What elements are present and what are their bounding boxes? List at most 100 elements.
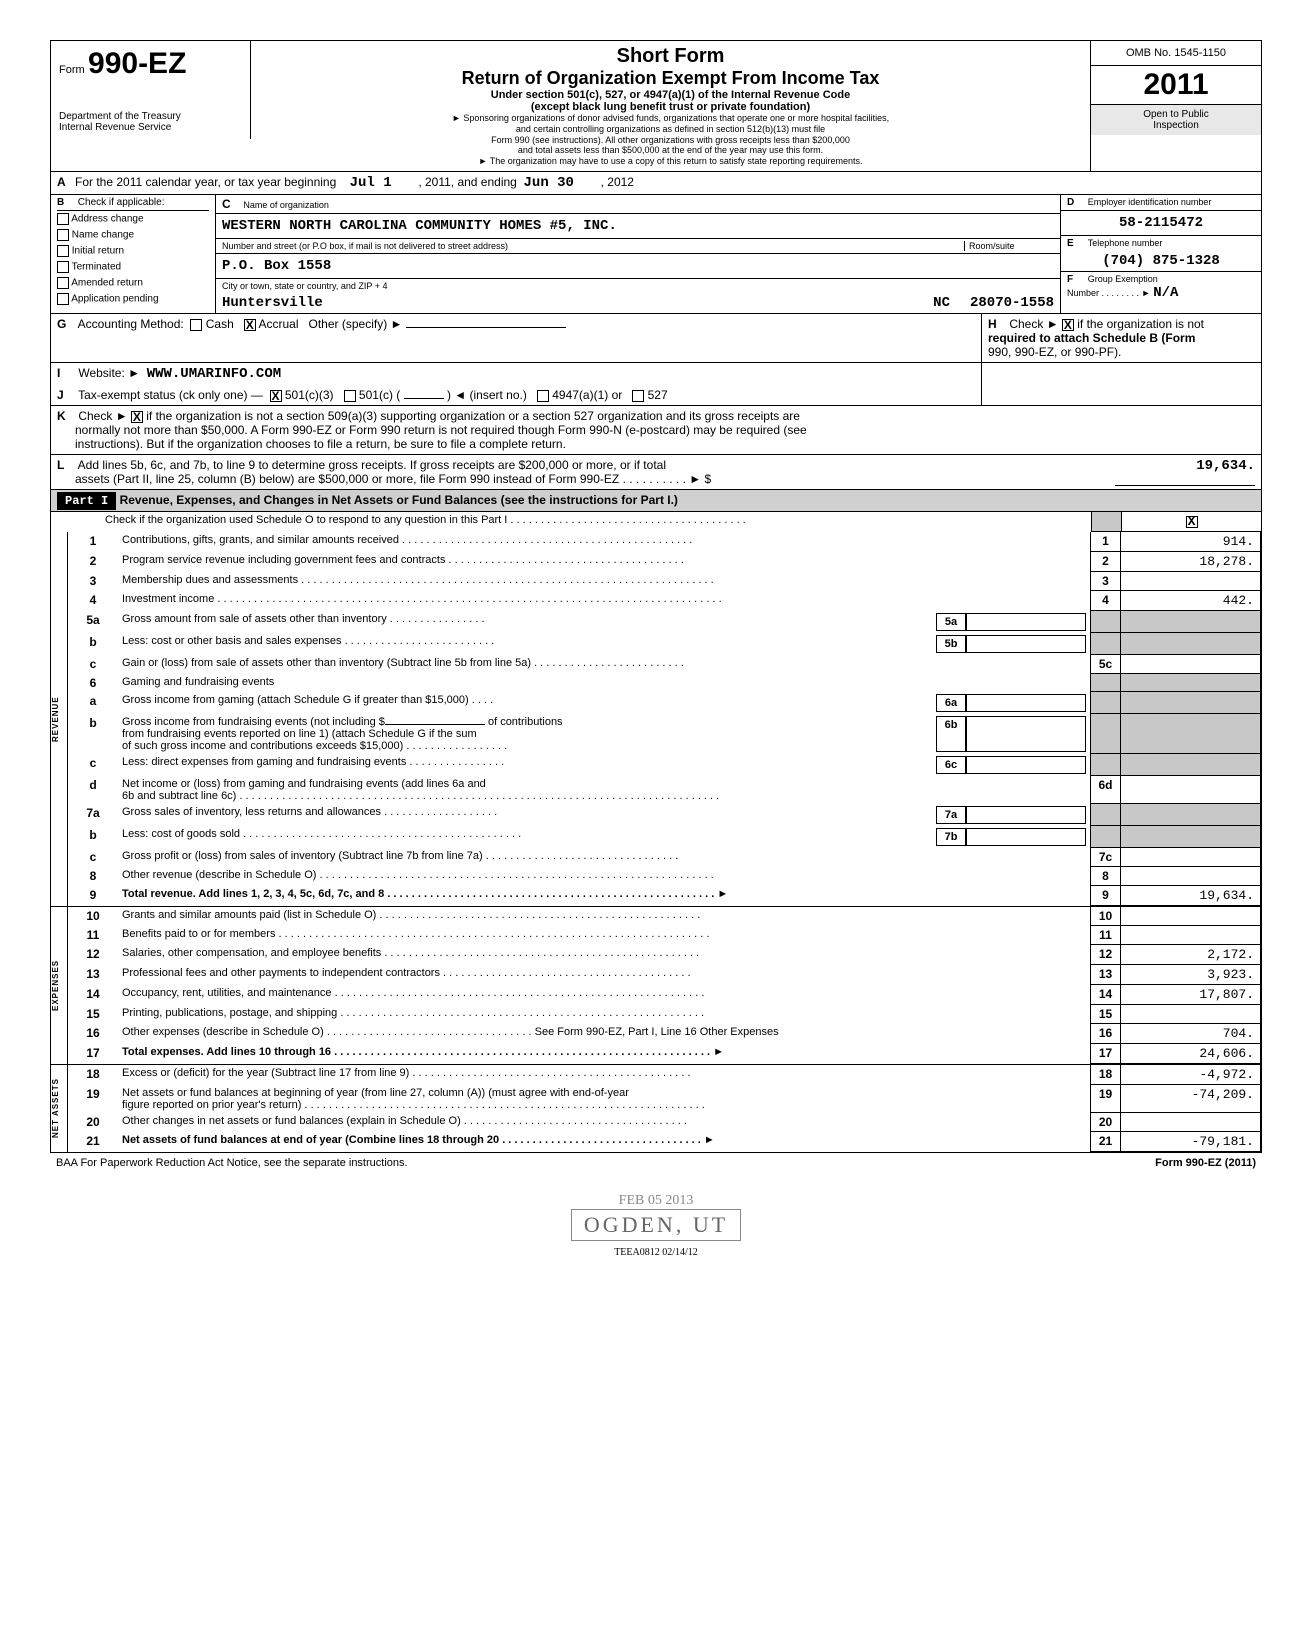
line-value: 24,606. (1120, 1044, 1260, 1064)
inner-box-val (966, 756, 1086, 774)
group-label: Group Exemption (1088, 274, 1158, 284)
footer-right: Form 990-EZ (2011) (1155, 1157, 1256, 1169)
cb-527[interactable] (632, 390, 644, 402)
opt-name: Name change (72, 230, 134, 241)
dept-treasury: Department of the Treasury (59, 111, 242, 122)
line-6c: cLess: direct expenses from gaming and f… (67, 754, 1261, 776)
line-value: -79,181. (1120, 1132, 1260, 1152)
h-text2: if the organization is not (1077, 317, 1204, 331)
name-label: Name of organization (243, 200, 329, 210)
line-desc: Gross income from fundraising events (no… (118, 714, 1090, 754)
cb-address-change[interactable] (57, 213, 69, 225)
line-desc: Professional fees and other payments to … (118, 965, 1090, 985)
line-value: 3,923. (1120, 965, 1260, 985)
line-desc: Printing, publications, postage, and shi… (118, 1005, 1090, 1024)
line-value (1120, 776, 1260, 804)
cb-terminated[interactable] (57, 261, 69, 273)
h-text3: required to attach Schedule B (Form (988, 331, 1195, 345)
k-text2: if the organization is not a section 509… (146, 409, 800, 423)
line-desc: Net assets or fund balances at beginning… (118, 1085, 1090, 1113)
row-g: G Accounting Method: Cash X Accrual Othe… (51, 314, 981, 362)
col-b: B Check if applicable: Address change Na… (51, 195, 216, 313)
header-right: OMB No. 1545-1150 2011 Open to Public In… (1091, 41, 1261, 135)
line-11: 11Benefits paid to or for members . . . … (67, 926, 1261, 945)
line-num: 12 (68, 945, 118, 965)
dept-irs: Internal Revenue Service (59, 122, 242, 133)
line-1: 1Contributions, gifts, grants, and simil… (67, 532, 1261, 552)
col-def: D Employer identification number 58-2115… (1061, 195, 1261, 313)
line-num: 15 (68, 1005, 118, 1024)
stamp-date: FEB 05 2013 (50, 1193, 1262, 1209)
line-num: 11 (68, 926, 118, 945)
row-l: L Add lines 5b, 6c, and 7b, to line 9 to… (50, 455, 1262, 490)
inner-box-val (966, 806, 1086, 824)
title-sponsor: ► Sponsoring organizations of donor advi… (261, 113, 1080, 124)
form-990ez: Form 990-EZ Department of the Treasury I… (50, 40, 1262, 1258)
inner-box-num: 5b (936, 635, 966, 653)
line-box-num: 7c (1090, 848, 1120, 867)
line-box-num: 19 (1090, 1085, 1120, 1113)
cb-k[interactable]: X (131, 411, 143, 423)
opt-501c: 501(c) ( (359, 388, 400, 402)
cb-501c3[interactable]: X (270, 390, 282, 402)
street-label: Number and street (or P.O box, if mail i… (222, 241, 964, 251)
gray-cell (1090, 804, 1120, 826)
row-g-h: G Accounting Method: Cash X Accrual Othe… (50, 314, 1262, 363)
inner-box-val (966, 613, 1086, 631)
cb-cash[interactable] (190, 319, 202, 331)
room-label: Room/suite (964, 241, 1054, 251)
inner-box-num: 7b (936, 828, 966, 846)
cb-4947[interactable] (537, 390, 549, 402)
row-a-year: , 2012 (601, 175, 634, 191)
inspection-2: Inspection (1095, 120, 1257, 131)
line-num: 20 (68, 1113, 118, 1132)
cb-amended[interactable] (57, 277, 69, 289)
line-box-num: 11 (1090, 926, 1120, 945)
city-label: City or town, state or country, and ZIP … (216, 278, 1060, 293)
line-num: 14 (68, 985, 118, 1005)
line-value: 442. (1120, 591, 1260, 611)
inner-box-num: 7a (936, 806, 966, 824)
line-num: 6 (68, 674, 118, 692)
public-inspection: Open to Public Inspection (1091, 105, 1261, 135)
website-label: Website: ► (78, 366, 140, 380)
cb-schedule-b[interactable]: X (1062, 319, 1074, 331)
line-num: b (68, 826, 118, 848)
line-box-num: 8 (1090, 867, 1120, 886)
cb-501c[interactable] (344, 390, 356, 402)
line-num: 13 (68, 965, 118, 985)
line-value (1120, 655, 1260, 674)
line-num: 4 (68, 591, 118, 611)
cb-accrual[interactable]: X (244, 319, 256, 331)
line-21: 21Net assets of fund balances at end of … (67, 1132, 1261, 1152)
inner-box-val (966, 635, 1086, 653)
row-a: A For the 2011 calendar year, or tax yea… (50, 172, 1262, 195)
line-6: 6Gaming and fundraising events (67, 674, 1261, 692)
part1-check-row: Check if the organization used Schedule … (50, 512, 1262, 532)
line-desc: Less: cost or other basis and sales expe… (118, 633, 1090, 655)
footer: BAA For Paperwork Reduction Act Notice, … (50, 1153, 1262, 1173)
cb-pending[interactable] (57, 293, 69, 305)
gray-cell-val (1120, 754, 1260, 776)
501c-number[interactable] (404, 398, 444, 399)
label-c: C (222, 197, 240, 211)
line-7a: 7aGross sales of inventory, less returns… (67, 804, 1261, 826)
title-except: (except black lung benefit trust or priv… (261, 101, 1080, 113)
other-specify[interactable] (406, 327, 566, 328)
form-header: Form 990-EZ Department of the Treasury I… (50, 40, 1262, 172)
cb-name-change[interactable] (57, 229, 69, 241)
cb-initial[interactable] (57, 245, 69, 257)
gross-receipts: 19,634. (1196, 458, 1255, 474)
line-num: b (68, 633, 118, 655)
line-value (1120, 907, 1260, 926)
opt-insert: ) ◄ (insert no.) (447, 388, 527, 402)
line-20: 20Other changes in net assets or fund ba… (67, 1113, 1261, 1132)
opt-initial: Initial return (72, 246, 124, 257)
cb-schedule-o[interactable]: X (1186, 516, 1198, 528)
line-num: c (68, 655, 118, 674)
part1-header: Part I Revenue, Expenses, and Changes in… (50, 490, 1262, 512)
form-number: 990-EZ (88, 47, 186, 80)
line-value: 2,172. (1120, 945, 1260, 965)
line-desc: Investment income . . . . . . . . . . . … (118, 591, 1090, 611)
line-box-num: 17 (1090, 1044, 1120, 1064)
